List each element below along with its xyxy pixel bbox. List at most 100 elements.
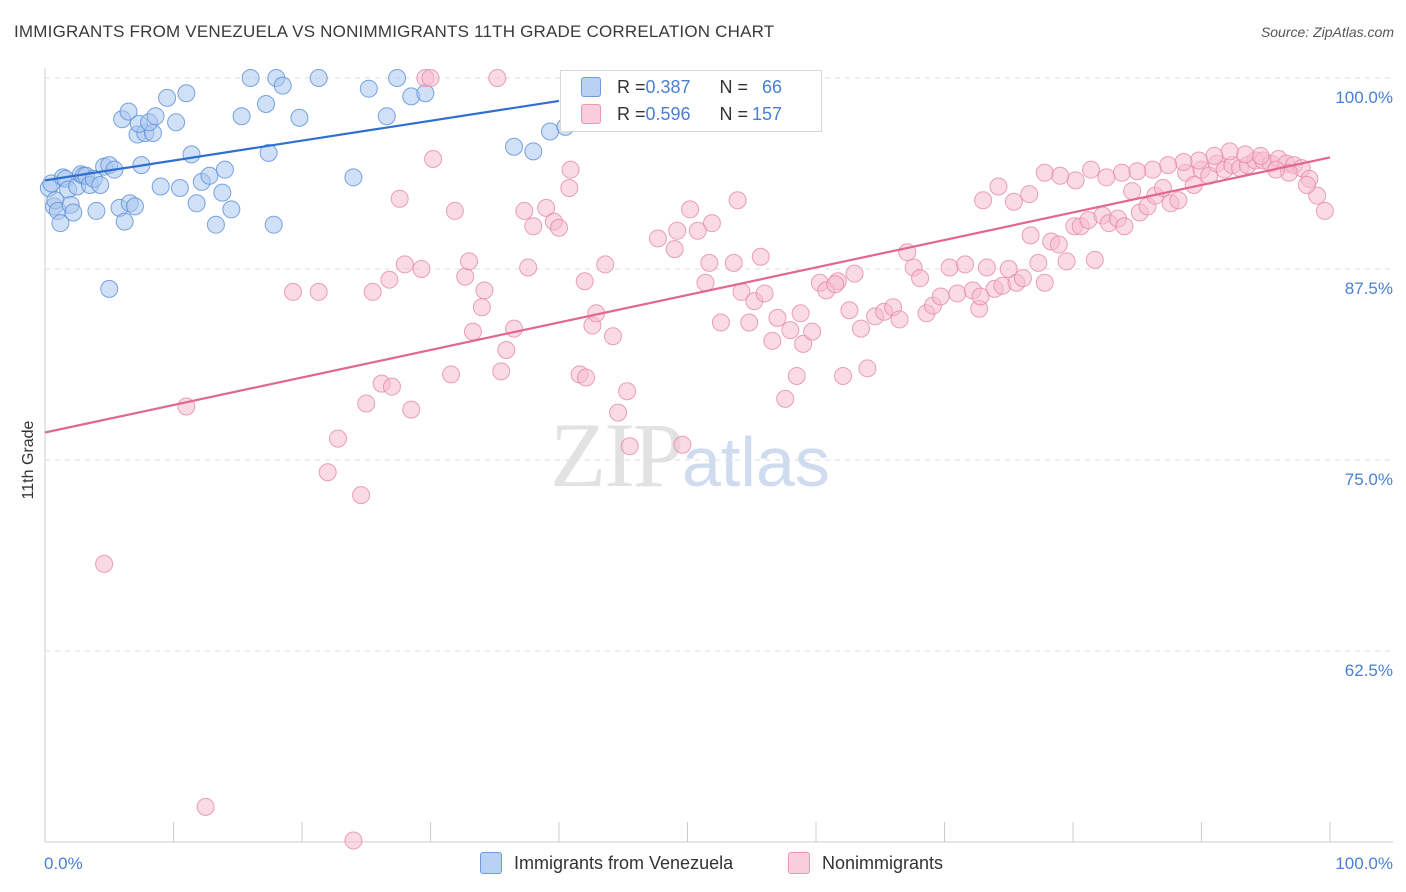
data-point [309, 69, 328, 87]
trend-lines [44, 99, 1331, 434]
stats-legend: R = 0.387 N = 66 R = 0.596 N = 157 [560, 70, 822, 132]
data-point [382, 377, 401, 396]
legend-row-nonimmigrants: R = 0.596 N = 157 [581, 101, 782, 127]
data-point [232, 107, 251, 126]
data-point [541, 122, 560, 141]
data-point [696, 273, 715, 292]
data-point [1049, 235, 1068, 254]
data-point [609, 403, 628, 422]
data-point [1051, 166, 1070, 185]
data-point [755, 284, 774, 303]
data-point [833, 366, 852, 385]
data-point [845, 264, 864, 283]
data-point [472, 298, 491, 317]
data-point [768, 308, 787, 327]
data-point [357, 394, 376, 413]
data-point [1205, 146, 1224, 165]
series-legend: Immigrants from Venezuela Nonimmigrants [0, 852, 1406, 878]
data-point [187, 194, 206, 213]
data-point [668, 221, 687, 240]
data-point [146, 107, 165, 126]
data-point [740, 313, 759, 332]
data-point [931, 287, 950, 306]
data-point [858, 359, 877, 378]
legend-label-nonimmigrants: Nonimmigrants [822, 852, 944, 873]
data-point [273, 76, 292, 95]
legend-n-value: 157 [752, 103, 783, 124]
data-point [787, 366, 806, 385]
data-point [1220, 142, 1239, 161]
data-point [259, 143, 278, 162]
data-point [463, 322, 482, 341]
data-point [505, 137, 524, 156]
legend-swatch-pink [581, 104, 601, 124]
data-point [911, 269, 930, 288]
data-point [977, 258, 996, 277]
data-point [665, 240, 684, 259]
data-point [648, 229, 667, 248]
data-point [359, 79, 378, 98]
data-point [1128, 162, 1147, 181]
data-point [390, 189, 409, 208]
data-point [264, 215, 283, 234]
legend-n-label: N = [719, 103, 749, 124]
data-point [575, 272, 594, 291]
data-point [213, 183, 232, 202]
data-point [115, 212, 134, 231]
data-point [377, 107, 396, 126]
legend-r-value: 0.387 [645, 76, 691, 97]
data-point [492, 362, 511, 381]
data-point [1035, 273, 1054, 292]
data-point [794, 334, 813, 353]
data-point [1112, 163, 1131, 182]
data-point [537, 198, 556, 217]
data-point [475, 281, 494, 300]
data-point [222, 200, 241, 219]
data-point [1236, 145, 1255, 164]
data-point [681, 200, 700, 219]
data-point [989, 177, 1008, 196]
legend-swatch-blue [581, 77, 601, 97]
data-point [91, 175, 110, 194]
data-point [971, 287, 990, 306]
data-point [196, 797, 215, 816]
data-point [1020, 185, 1039, 204]
data-point [421, 69, 440, 87]
data-point [460, 252, 479, 271]
data-point [999, 260, 1018, 278]
data-point [515, 201, 534, 220]
chart-title: IMMIGRANTS FROM VENEZUELA VS NONIMMIGRAN… [14, 22, 775, 41]
legend-n-value: 66 [762, 76, 783, 97]
data-point [1315, 201, 1334, 220]
source-label: Source: ZipAtlas.com [1260, 24, 1394, 40]
data-point [388, 69, 407, 87]
data-point [803, 322, 822, 341]
y-tick-label: 62.5% [1345, 661, 1393, 680]
data-point [940, 258, 959, 277]
watermark-atlas: atlas [682, 423, 830, 501]
legend-swatch-blue [480, 852, 502, 874]
x-tick-min: 0.0% [44, 854, 83, 873]
legend-item-nonimmigrants[interactable]: Nonimmigrants [788, 852, 943, 874]
data-point [416, 84, 435, 103]
data-point [497, 340, 516, 359]
data-point [620, 437, 639, 456]
data-point [948, 284, 967, 303]
data-point [363, 282, 382, 301]
data-point [1085, 250, 1104, 269]
data-point [840, 301, 859, 320]
data-point [596, 255, 615, 274]
data-point [618, 382, 637, 401]
legend-item-venezuela[interactable]: Immigrants from Venezuela [480, 852, 733, 874]
data-point [100, 279, 119, 298]
data-point [344, 831, 363, 850]
data-point [170, 179, 189, 198]
data-point [151, 177, 170, 196]
data-point [456, 267, 475, 286]
legend-r-label: R = [617, 103, 646, 124]
data-point [1013, 269, 1032, 288]
data-point [395, 255, 414, 274]
data-point [974, 191, 993, 210]
data-point [442, 365, 461, 384]
data-point [561, 160, 580, 179]
